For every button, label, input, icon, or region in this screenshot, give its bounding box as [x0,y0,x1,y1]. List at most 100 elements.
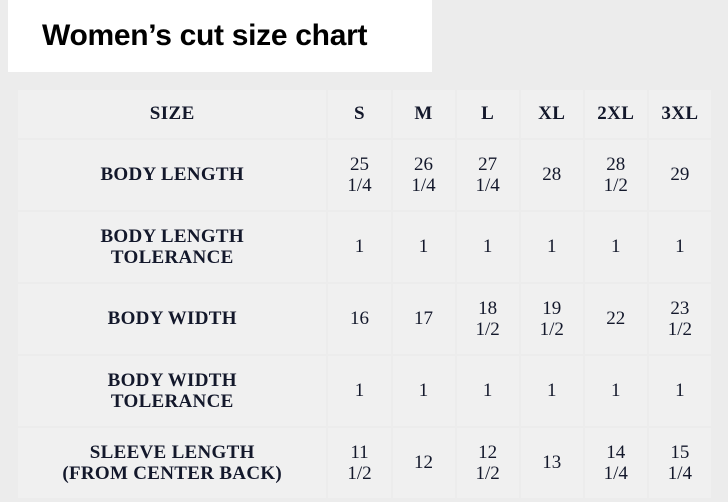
row-label: BODY WIDTH TOLERANCE [18,356,327,426]
measurement-cell: 28 1/2 [584,140,647,210]
header-cell-size-m: M [392,90,455,138]
measurement-value-line: 11 [350,441,369,463]
header-cell-size-xl: XL [520,90,583,138]
measurement-value-line: 25 [349,153,369,175]
measurement-value-line: 27 [478,153,498,175]
row-label-line: TOLERANCE [110,247,234,268]
measurement-cell: 1 [584,356,647,426]
measurement-value-line: 1 [482,380,493,402]
measurement-value-line: 1/4 [347,175,372,196]
measurement-value-line: 1 [546,236,557,258]
measurement-value-line: 1 [611,380,621,402]
table-row: BODY WIDTH 16 17 18 1/2 19 1/2 22 23 1/2 [18,284,711,354]
measurement-value-line: 1/2 [539,319,564,340]
size-chart-container: SIZE S M L XL 2XL 3XL BODY LENGTH 25 1/4 26 1/4 27 1/… [16,88,713,498]
row-label-line: TOLERANCE [110,391,234,412]
measurement-value-line: 1 [675,380,685,402]
measurement-cell: 18 1/2 [456,284,519,354]
measurement-value-line: 13 [542,452,562,474]
measurement-value-line: 1/2 [603,175,628,196]
measurement-value-line: 1 [354,236,365,258]
page-title: Women’s cut size chart [42,19,368,52]
measurement-value-line: 14 [606,441,626,463]
measurement-cell: 29 [648,140,711,210]
measurement-cell: 28 [520,140,583,210]
row-label-line: BODY LENGTH [100,164,244,186]
row-label-line: BODY LENGTH [100,225,244,247]
measurement-cell: 23 1/2 [648,284,711,354]
table-row: BODY LENGTH 25 1/4 26 1/4 27 1/4 28 28 1/2 29 [18,140,711,210]
row-label-line: (FROM CENTER BACK) [62,463,283,484]
title-band: Women’s cut size chart [8,0,432,72]
measurement-cell: 1 [328,356,391,426]
measurement-cell: 1 [456,212,519,282]
measurement-value-line: 1 [418,380,429,402]
header-cell-size-3xl: 3XL [648,90,711,138]
measurement-value-line: 16 [349,308,369,330]
measurement-cell: 11 1/2 [328,428,391,498]
row-label: BODY LENGTH [18,140,327,210]
measurement-value-line: 28 [606,153,626,175]
row-label: BODY WIDTH [18,284,327,354]
measurement-cell: 15 1/4 [648,428,711,498]
measurement-cell: 1 [584,212,647,282]
measurement-value-line: 23 [670,297,690,319]
measurement-value-line: 1/4 [411,175,436,196]
measurement-value-line: 1/2 [475,463,500,484]
measurement-value-line: 17 [414,308,434,330]
measurement-cell: 13 [520,428,583,498]
measurement-value-line: 1 [354,380,365,402]
measurement-cell: 16 [328,284,391,354]
measurement-value-line: 1/4 [475,175,500,196]
measurement-cell: 1 [456,356,519,426]
measurement-cell: 19 1/2 [520,284,583,354]
measurement-value-line: 22 [606,308,626,330]
header-cell-size-s: S [328,90,391,138]
row-label-line: SLEEVE LENGTH [89,441,255,463]
table-header-row: SIZE S M L XL 2XL 3XL [18,90,711,138]
row-label: SLEEVE LENGTH (FROM CENTER BACK) [18,428,327,498]
measurement-cell: 12 1/2 [456,428,519,498]
measurement-cell: 1 [648,356,711,426]
header-cell-size-l: L [456,90,519,138]
header-cell-size-2xl: 2XL [584,90,647,138]
measurement-cell: 1 [392,212,455,282]
table-row: SLEEVE LENGTH (FROM CENTER BACK) 11 1/2 12 12… [18,428,711,498]
measurement-value-line: 1 [418,236,429,258]
table-row: BODY WIDTH TOLERANCE 1 1 1 1 1 1 [18,356,711,426]
measurement-cell: 25 1/4 [328,140,391,210]
measurement-cell: 1 [328,212,391,282]
measurement-value-line: 1 [546,380,557,402]
measurement-value-line: 12 [414,452,434,474]
table-row: BODY LENGTH TOLERANCE 1 1 1 1 1 1 [18,212,711,282]
measurement-value-line: 1 [611,236,621,258]
measurement-value-line: 26 [414,153,434,175]
row-label-line: BODY WIDTH [107,369,237,391]
measurement-value-line: 1/4 [667,463,693,484]
measurement-value-line: 29 [670,164,690,186]
measurement-cell: 1 [648,212,711,282]
row-label: BODY LENGTH TOLERANCE [18,212,327,282]
measurement-value-line: 1/2 [667,319,693,340]
measurement-value-line: 12 [478,441,498,463]
measurement-cell: 17 [392,284,455,354]
measurement-value-line: 1/2 [475,319,500,340]
measurement-cell: 26 1/4 [392,140,455,210]
measurement-value-line: 1/2 [347,463,372,484]
measurement-value-line: 28 [542,164,562,186]
measurement-cell: 1 [520,212,583,282]
measurement-cell: 12 [392,428,455,498]
measurement-value-line: 1 [675,236,685,258]
measurement-value-line: 15 [670,441,690,463]
measurement-cell: 1 [520,356,583,426]
measurement-value-line: 1 [482,236,493,258]
size-chart-table: SIZE S M L XL 2XL 3XL BODY LENGTH 25 1/4 26 1/4 27 1/… [16,88,713,500]
measurement-value-line: 19 [542,297,562,319]
measurement-cell: 1 [392,356,455,426]
row-label-line: BODY WIDTH [107,308,237,330]
measurement-cell: 22 [584,284,647,354]
measurement-value-line: 18 [478,297,498,319]
measurement-cell: 27 1/4 [456,140,519,210]
header-cell-size: SIZE [18,90,327,138]
measurement-value-line: 1/4 [603,463,628,484]
